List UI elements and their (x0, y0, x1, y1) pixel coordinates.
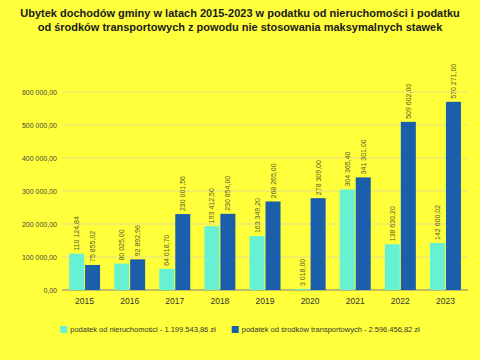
chart-svg: 0,00 100 000,00 200 000,00 300 000,00 400 00… (0, 0, 480, 360)
legend: podatek od nieruchomości - 1.199.543,86 … (60, 325, 420, 334)
y-tick-label: 600 000,00 (22, 89, 57, 96)
x-tick-label: 2022 (391, 296, 410, 306)
data-label: 138 630,20 (389, 206, 396, 241)
bar (340, 190, 355, 290)
data-label: 341 301,00 (360, 139, 367, 174)
x-tick-label: 2021 (346, 296, 365, 306)
data-label: 230 001,56 (179, 176, 186, 211)
data-label: 230 854,00 (224, 176, 231, 211)
data-label: 304 365,40 (344, 151, 351, 186)
data-label: 570 271,00 (450, 64, 457, 99)
legend-swatch (232, 326, 239, 333)
x-tick-labels: 2015 2016 2017 2018 2019 2020 2021 2022 2023 (75, 296, 455, 306)
bar (159, 269, 174, 290)
data-label: 509 602,00 (405, 84, 412, 119)
x-tick-label: 2019 (256, 296, 275, 306)
data-label: 110 124,84 (73, 216, 80, 251)
x-tick-label: 2017 (165, 296, 184, 306)
bar (250, 236, 265, 290)
data-label: 64 018,70 (163, 235, 170, 266)
data-label: 3 018,00 (299, 259, 306, 286)
bar (266, 201, 281, 290)
data-label: 268 265,00 (270, 163, 277, 198)
data-label: 278 309,00 (315, 160, 322, 195)
y-tick-label: 500 000,00 (22, 122, 57, 129)
data-label: 92 892,96 (134, 225, 141, 256)
y-tick-label: 300 000,00 (22, 188, 57, 195)
x-tick-label: 2015 (75, 296, 94, 306)
legend-item: podatek od nieruchomości - 1.199.543,86 … (60, 325, 216, 334)
y-tick-label: 0,00 (43, 287, 57, 294)
bar (446, 102, 461, 290)
bar (311, 198, 326, 290)
data-label: 80 025,00 (118, 229, 125, 260)
bars (69, 102, 461, 290)
x-tick-label: 2020 (301, 296, 320, 306)
x-tick-label: 2018 (210, 296, 229, 306)
legend-label: podatek od nieruchomości - 1.199.543,86 … (70, 325, 216, 334)
y-tick-label: 200 000,00 (22, 221, 57, 228)
data-labels: 110 124,84 80 025,00 64 018,70 193 412,50 16… (73, 64, 457, 286)
bar (175, 214, 190, 290)
bar (220, 214, 235, 290)
x-tick-label: 2023 (436, 296, 455, 306)
grid: 0,00 100 000,00 200 000,00 300 000,00 400 00… (22, 89, 468, 294)
x-tick-label: 2016 (120, 296, 139, 306)
legend-item: podatek od środków transportowych - 2.59… (232, 325, 420, 334)
chart-title: Ubytek dochodów gminy w latach 2015-2023… (15, 6, 465, 34)
bar (295, 289, 310, 290)
bar (356, 177, 371, 290)
data-label: 75 855,02 (89, 231, 96, 262)
y-tick-label: 400 000,00 (22, 155, 57, 162)
bar (430, 243, 445, 290)
legend-label: podatek od środków transportowych - 2.59… (242, 325, 420, 334)
data-label: 193 412,50 (208, 188, 215, 223)
legend-swatch (60, 326, 67, 333)
bar (69, 254, 84, 290)
bar (85, 265, 100, 290)
bar (204, 226, 219, 290)
bar (401, 122, 416, 290)
bar (385, 244, 400, 290)
page: {"chart_data": { "type": "bar", "title":… (0, 0, 480, 360)
data-label: 142 600,02 (434, 205, 441, 240)
bar (130, 259, 145, 290)
data-label: 163 349,20 (254, 198, 261, 233)
bar (114, 264, 129, 290)
y-tick-label: 100 000,00 (22, 254, 57, 261)
